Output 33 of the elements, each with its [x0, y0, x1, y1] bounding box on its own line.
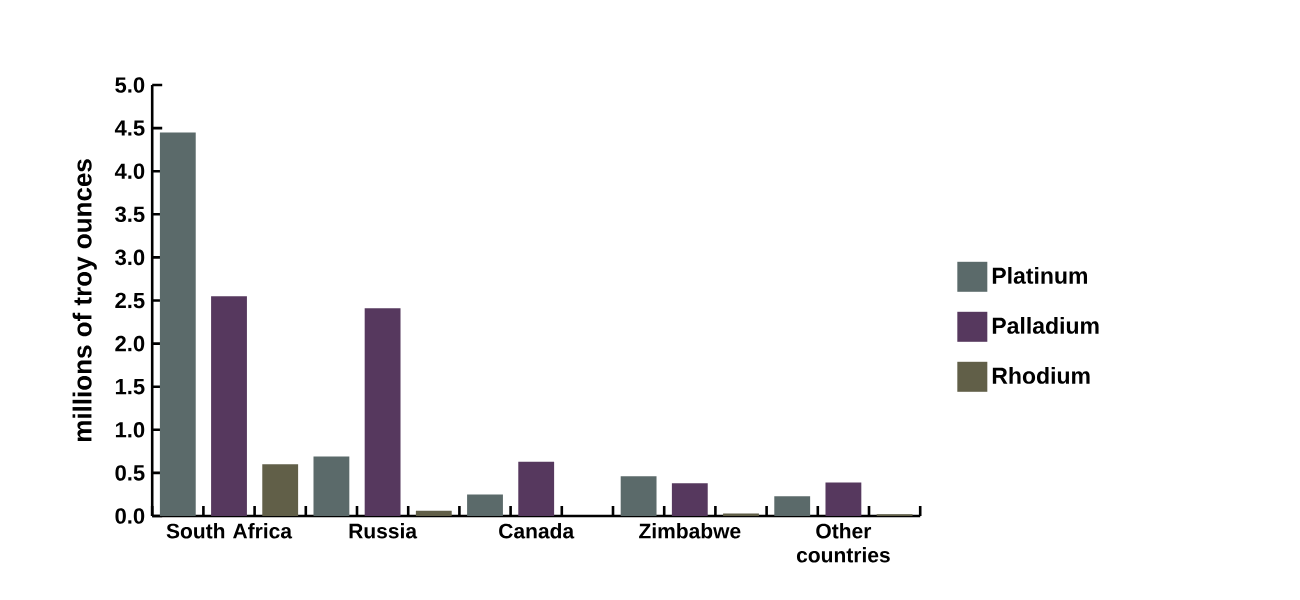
bar	[723, 513, 759, 516]
legend-label: Platinum	[992, 266, 1088, 284]
bar	[467, 494, 503, 516]
x-tick-label: Canada	[499, 523, 575, 539]
y-tick-label: 1.0	[115, 422, 145, 438]
legend-label: Palladium	[992, 316, 1099, 334]
bar	[620, 476, 657, 516]
bar	[518, 461, 555, 516]
x-tick-label: Other countries	[796, 523, 890, 563]
y-tick-label: 4.0	[114, 163, 145, 179]
y-tick-label: 2.0	[115, 335, 145, 352]
y-tick-label: 0.0	[115, 508, 145, 524]
bar	[313, 456, 350, 516]
x-tick-label: Russia	[349, 523, 418, 539]
x-tick-label: South Africa	[166, 523, 293, 539]
bar	[211, 296, 247, 516]
y-tick-label: 4.5	[114, 120, 145, 136]
bar	[825, 482, 862, 516]
x-tick-label: Zimbabwe	[639, 523, 741, 539]
y-tick-label: 2.5	[115, 292, 145, 309]
bar	[774, 496, 811, 516]
y-tick-label: 0.5	[115, 465, 145, 481]
bar	[415, 510, 452, 516]
bar	[364, 308, 401, 516]
y-tick-label: 1.5	[115, 379, 145, 395]
bar	[671, 483, 708, 516]
y-tick-label: 5.0	[115, 77, 145, 93]
bar	[159, 132, 196, 516]
legend-label: Rhodium	[992, 366, 1090, 384]
y-tick-label: 3.0	[115, 249, 145, 266]
bar	[262, 464, 299, 516]
y-axis-title: millions of troy ounces	[72, 159, 97, 442]
y-tick-label: 3.5	[115, 206, 145, 223]
